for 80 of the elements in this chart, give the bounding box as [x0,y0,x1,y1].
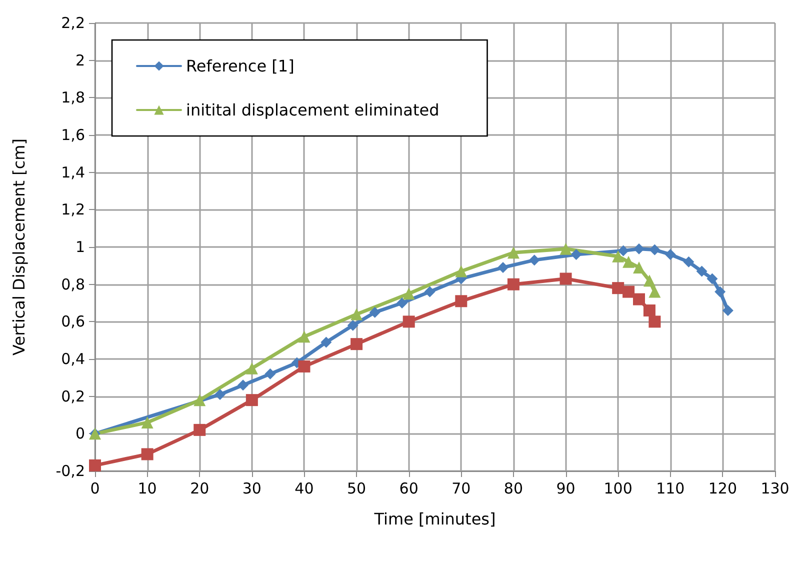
point [714,286,726,298]
point [194,424,206,436]
point [648,316,661,328]
point [89,459,101,472]
point [194,394,206,406]
point [498,262,508,274]
y-tick-label: 1,4 [61,163,85,182]
point [350,308,363,320]
point [320,336,332,348]
y-tick-label: 1,8 [61,88,85,107]
point [396,298,408,308]
point [634,243,644,254]
y-tick-label: 0 [75,424,85,443]
point [298,330,310,343]
point [643,274,656,287]
x-tick-label: 130 [760,480,790,498]
point [648,286,661,298]
y-tick-label: -0,2 [56,462,85,480]
point [622,256,635,268]
point [570,248,582,260]
point [560,242,572,255]
x-tick-label: 110 [656,480,685,498]
y-tick-label: 0,8 [61,275,85,294]
y-tick-label: 2 [75,51,85,70]
x-tick-label: 120 [708,480,738,498]
x-tick-label: 60 [399,480,418,498]
point [141,448,154,460]
y-tick-label: 1,2 [61,200,85,219]
x-tick-label: 80 [504,480,524,498]
point [298,360,310,372]
point [643,304,656,316]
x-tick-label: 0 [90,480,100,498]
point [238,380,249,391]
point [402,288,415,300]
x-tick-label: 70 [452,480,471,498]
point [528,254,540,266]
y-tick-label: 0,4 [61,350,85,368]
y-tick-label: 1,6 [61,126,85,144]
point [347,320,358,331]
point [649,244,660,256]
x-tick-label: 40 [294,480,314,498]
point [618,245,629,256]
x-tick-label: 10 [138,480,157,498]
point [246,362,258,374]
point [560,272,572,285]
point [246,394,258,406]
x-tick-label: 50 [346,480,366,498]
point [706,273,718,284]
x-tick-label: 100 [604,480,632,498]
point [633,293,645,306]
x-tick-label: 90 [556,480,576,498]
point [264,368,276,380]
point [350,338,363,350]
y-tick-label: 1 [75,238,85,256]
y-tick-label: 0,6 [61,312,85,331]
point [507,246,520,259]
point [141,416,154,428]
x-tick-label: 30 [242,480,262,498]
y-axis-title: Vertical Displacement [cm] [10,138,28,356]
point [507,278,520,290]
point [722,304,734,316]
point [402,316,415,328]
y-tick-label: 2,2 [61,14,85,32]
x-axis-title: Time [minutes] [373,510,496,528]
x-tick-label: 20 [190,480,210,498]
point [214,388,226,400]
point [622,286,635,298]
point [424,286,436,298]
point [696,266,708,277]
point [664,248,676,260]
legend-label: initital displacement eliminated [186,100,440,120]
point [683,256,694,268]
point [455,265,468,278]
point [612,282,624,294]
point [369,306,380,318]
legend-label: Reference [1] [186,56,294,76]
point [612,250,624,262]
point [455,295,468,308]
y-tick-label: 0,2 [61,387,85,406]
point [633,262,645,274]
